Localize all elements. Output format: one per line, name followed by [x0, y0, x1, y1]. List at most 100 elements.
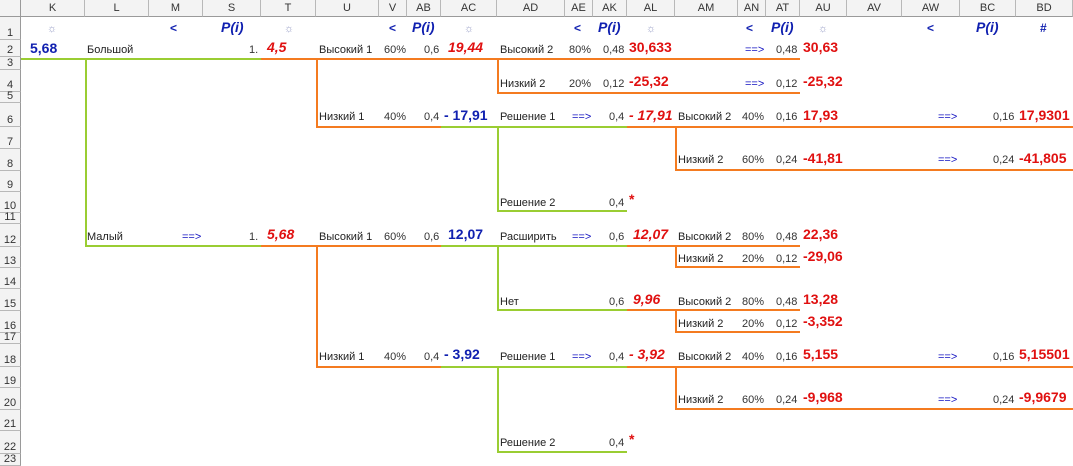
row-header-18[interactable]: 18 [0, 344, 21, 367]
column-header-au[interactable]: AU [800, 0, 847, 17]
arrow-right-icon: ==> [938, 154, 958, 166]
am-r18-spine [675, 366, 677, 410]
ad-high2-p2: 0,48 [776, 44, 798, 56]
am-r8-p2: 0,24 [993, 154, 1015, 166]
column-header-s[interactable]: S [203, 0, 261, 17]
column-header-al[interactable]: AL [627, 0, 675, 17]
column-header-k[interactable]: K [21, 0, 85, 17]
column-header-ae[interactable]: AE [565, 0, 593, 17]
column-header-aw[interactable]: AW [902, 0, 960, 17]
am-r18-p2: 0,16 [993, 351, 1015, 363]
row-header-4[interactable]: 4 [0, 70, 21, 92]
row-header-17[interactable]: 17 [0, 331, 21, 344]
column-header-v[interactable]: V [379, 0, 407, 17]
am-r13-pct: 20% [742, 253, 765, 265]
column-header-an[interactable]: AN [738, 0, 766, 17]
column-header-ad[interactable]: AD [497, 0, 565, 17]
header-pi-ak: P(i) [598, 19, 621, 35]
row-header-13[interactable]: 13 [0, 247, 21, 268]
am-r15-value: 13,28 [803, 291, 839, 307]
row-header-12[interactable]: 12 [0, 224, 21, 247]
column-header-u[interactable]: U [316, 0, 379, 17]
ad-decision2-mark: * [629, 191, 635, 207]
row-header-19[interactable]: 19 [0, 367, 21, 388]
am-r18-final: 5,15501 [1019, 346, 1070, 362]
ad-low2-p2: 0,12 [776, 78, 798, 90]
sun-icon: ☼ [646, 23, 657, 35]
column-header-bd[interactable]: BD [1016, 0, 1073, 17]
node-high1-p: 0,6 [424, 44, 440, 56]
arrow-right-icon: ==> [745, 44, 765, 56]
header-lt-v: < [389, 21, 397, 35]
header-lt-ae: < [574, 21, 582, 35]
ad-decision1-bot-value: - 3,92 [629, 346, 665, 362]
decision-spine-line [85, 58, 87, 247]
header-lt-an: < [746, 21, 754, 35]
column-header-ak[interactable]: AK [593, 0, 627, 17]
row-header-8[interactable]: 8 [0, 149, 21, 171]
row-header-16[interactable]: 16 [0, 311, 21, 333]
am-r15-pct: 80% [742, 296, 765, 308]
row-header-1[interactable]: 1 [0, 17, 21, 40]
arrow-right-icon: ==> [938, 394, 958, 406]
am-r16-pct: 20% [742, 318, 765, 330]
am-r6-p: 0,16 [776, 111, 798, 123]
select-all-corner[interactable] [0, 0, 21, 17]
row-header-5[interactable]: 5 [0, 90, 21, 103]
column-header-at[interactable]: AT [766, 0, 800, 17]
row-header-20[interactable]: 20 [0, 388, 21, 410]
am-r20-final: -9,9679 [1019, 389, 1067, 405]
am-r20-pct: 60% [742, 394, 765, 406]
row-header-9[interactable]: 9 [0, 171, 21, 192]
low1-top-branch-line [441, 126, 627, 128]
am-r12-label: Высокий 2 [678, 231, 732, 243]
branch-small-value: 5,68 [267, 226, 295, 242]
am-r20-line [675, 408, 1073, 410]
decision-bot-spine-line [497, 366, 499, 453]
am-r12-spine [675, 245, 677, 268]
row-header-2[interactable]: 2 [0, 40, 21, 57]
am-r8-final: -41,805 [1019, 150, 1067, 166]
ad-decision2-bot-mark: * [629, 431, 635, 447]
am-r6-pct: 40% [742, 111, 765, 123]
column-header-ab[interactable]: AB [407, 0, 441, 17]
column-header-bc[interactable]: BC [960, 0, 1016, 17]
branch-big-value: 4,5 [267, 39, 287, 55]
row-header-21[interactable]: 21 [0, 410, 21, 431]
row-header-6[interactable]: 6 [0, 103, 21, 127]
column-header-am[interactable]: AM [675, 0, 738, 17]
arrow-right-icon: ==> [572, 231, 592, 243]
node-low1-p: 0,4 [424, 111, 440, 123]
ad-low2-label: Низкий 2 [500, 78, 546, 90]
row-header-7[interactable]: 7 [0, 127, 21, 149]
decision1-spine-line [497, 126, 499, 212]
row-header-22[interactable]: 22 [0, 431, 21, 454]
ad-low2-value2: -25,32 [803, 73, 843, 89]
am-r16-value: -3,352 [803, 313, 843, 329]
row-header-14[interactable]: 14 [0, 268, 21, 289]
column-header-ac[interactable]: AC [441, 0, 497, 17]
node-high1-pct: 60% [384, 44, 407, 56]
node-low1-pct: 40% [384, 111, 407, 123]
am-r13-value: -29,06 [803, 248, 843, 264]
row-header-3[interactable]: 3 [0, 57, 21, 70]
no-branch-line [497, 309, 627, 311]
column-header-av[interactable]: AV [847, 0, 902, 17]
row-header-23[interactable]: 23 [0, 453, 21, 466]
row-header-11[interactable]: 11 [0, 211, 21, 224]
column-header-t[interactable]: T [261, 0, 316, 17]
row-header-15[interactable]: 15 [0, 289, 21, 311]
high2-r2-line [627, 58, 800, 60]
node-high1-mid-pct: 60% [384, 231, 407, 243]
branch-big-one: 1. [249, 44, 259, 56]
row-header-10[interactable]: 10 [0, 192, 21, 213]
sun-icon: ☼ [464, 23, 475, 35]
ad-decision1-label: Решение 1 [500, 111, 556, 123]
ad-high2-p: 0,48 [603, 44, 625, 56]
ad-high2-label: Высокий 2 [500, 44, 554, 56]
header-pi-bc: P(i) [976, 19, 999, 35]
column-header-m[interactable]: M [149, 0, 203, 17]
column-header-l[interactable]: L [85, 0, 149, 17]
low1-bot-line [316, 366, 441, 368]
